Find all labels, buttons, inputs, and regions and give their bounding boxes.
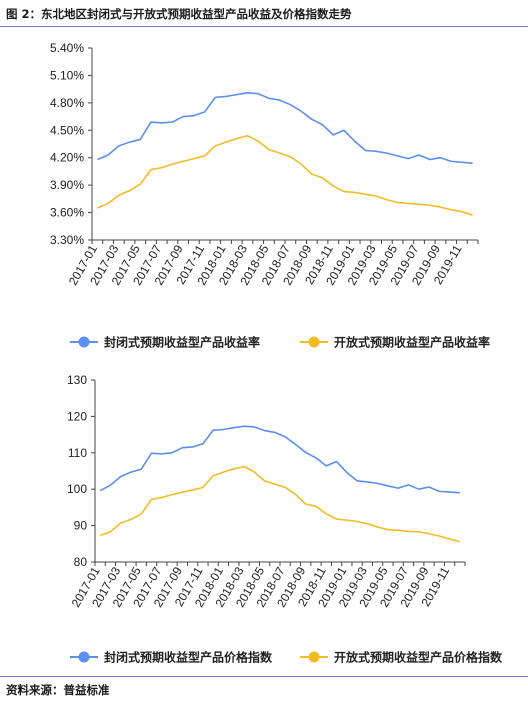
legend-item-1[interactable]: 封闭式预期收益型产品收益率: [70, 335, 260, 350]
legend-label: 封闭式预期收益型产品收益率: [104, 335, 260, 350]
yield-line-chart: 5.40% 5.10% 4.80% 4.50% 4.20% 3.90% 3.60% 3.30%…: [50, 41, 490, 350]
legend-item-1[interactable]: 封闭式预期收益型产品价格指数: [70, 650, 273, 665]
y-tick-label: 3.30%: [50, 233, 84, 247]
y-tick-label: 3.90%: [50, 178, 84, 192]
bottom-divider: [0, 676, 528, 677]
top-divider: [0, 26, 528, 27]
y-tick-label: 4.80%: [50, 96, 84, 110]
legend-marker: [78, 651, 90, 663]
legend-label: 开放式预期收益型产品价格指数: [334, 650, 503, 665]
price-index-line-chart: 13012011010090802017-012017-032017-05201…: [67, 373, 503, 665]
legend-marker: [308, 651, 320, 663]
y-tick-label: 100: [67, 482, 87, 496]
legend-marker: [78, 336, 90, 348]
y-tick-label: 4.50%: [50, 123, 84, 137]
series-line-1: [99, 425, 460, 494]
legend-label: 封闭式预期收益型产品价格指数: [104, 650, 273, 665]
series-line-2: [97, 134, 473, 217]
legend-label: 开放式预期收益型产品收益率: [334, 335, 490, 350]
source-note: 资料来源：普益标准: [6, 683, 110, 697]
y-tick-label: 130: [67, 373, 87, 387]
y-tick-label: 4.20%: [50, 151, 84, 165]
y-tick-label: 90: [74, 519, 88, 533]
legend-item-2[interactable]: 开放式预期收益型产品价格指数: [300, 650, 503, 665]
y-tick-label: 5.10%: [50, 68, 84, 82]
series-line-2: [99, 465, 461, 543]
legend-item-2[interactable]: 开放式预期收益型产品收益率: [300, 335, 490, 350]
figure-title: 图 2：东北地区封闭式与开放式预期收益型产品收益及价格指数走势: [6, 7, 352, 21]
series-line-1: [97, 91, 473, 164]
y-tick-label: 80: [74, 555, 88, 569]
legend-marker: [308, 336, 320, 348]
y-tick-label: 120: [67, 409, 87, 423]
y-tick-label: 3.60%: [50, 206, 84, 220]
y-tick-label: 5.40%: [50, 41, 84, 55]
y-tick-label: 110: [68, 446, 87, 460]
